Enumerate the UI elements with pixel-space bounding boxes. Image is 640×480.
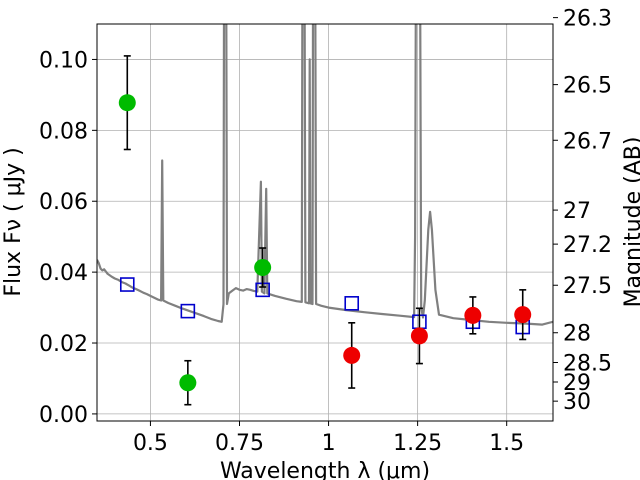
- y-axis-label: Flux Fν ( μJy ): [1, 147, 26, 296]
- x-tick-label: 1: [322, 431, 336, 456]
- grid-lines: [97, 24, 553, 421]
- magnitude-tick-label: 26.7: [563, 129, 612, 154]
- magnitude-tick-label: 26.5: [563, 74, 612, 99]
- plot-frame: [96, 23, 554, 422]
- magnitude-tick-label: 29: [563, 371, 591, 396]
- y-tick-label: 0.04: [39, 261, 88, 286]
- y-tick-label: 0.02: [39, 332, 88, 357]
- magnitude-tick-label: 27.2: [563, 233, 612, 258]
- y-tick-label: 0.08: [39, 119, 88, 144]
- x-tick-label: 1.25: [393, 431, 442, 456]
- observed-photometry-point: [179, 374, 197, 392]
- magnitude-tick-label: 26.3: [563, 7, 612, 32]
- y-tick-label: 0.06: [39, 190, 88, 215]
- y-tick-label: 0.00: [39, 403, 88, 428]
- data-markers: [118, 55, 532, 406]
- x-axis-ticks: 0.5 0.75 1 1.25 1.5: [133, 421, 524, 456]
- model-photometry-point: [344, 296, 360, 311]
- magnitude-axis-label: Magnitude (AB): [621, 137, 640, 308]
- observed-photometry-point: [118, 94, 136, 112]
- magnitude-tick-label: 27.5: [563, 274, 612, 299]
- x-tick-label: 0.5: [133, 431, 168, 456]
- observed-photometry-point: [464, 306, 482, 324]
- model-photometry-point: [119, 277, 135, 292]
- observed-photometry-point: [410, 327, 428, 345]
- plot-background: [97, 24, 553, 421]
- magnitude-tick-label: 30: [563, 390, 591, 415]
- magnitude-tick-label: 27: [563, 199, 591, 224]
- x-tick-label: 0.75: [215, 431, 264, 456]
- x-axis-label: Wavelength λ (μm): [220, 459, 430, 480]
- observed-photometry-point: [514, 306, 532, 324]
- x-tick-label: 1.5: [489, 431, 524, 456]
- model-photometry-point: [180, 303, 196, 319]
- observed-photometry-point: [343, 346, 361, 364]
- y-axis-ticks: 0.00 0.02 0.04 0.06 0.08 0.10: [39, 48, 97, 428]
- magnitude-tick-label: 28.5: [563, 352, 612, 377]
- observed-photometry-point: [254, 259, 272, 277]
- magnitude-tick-label: 28: [563, 322, 591, 347]
- y-tick-label: 0.10: [39, 48, 88, 73]
